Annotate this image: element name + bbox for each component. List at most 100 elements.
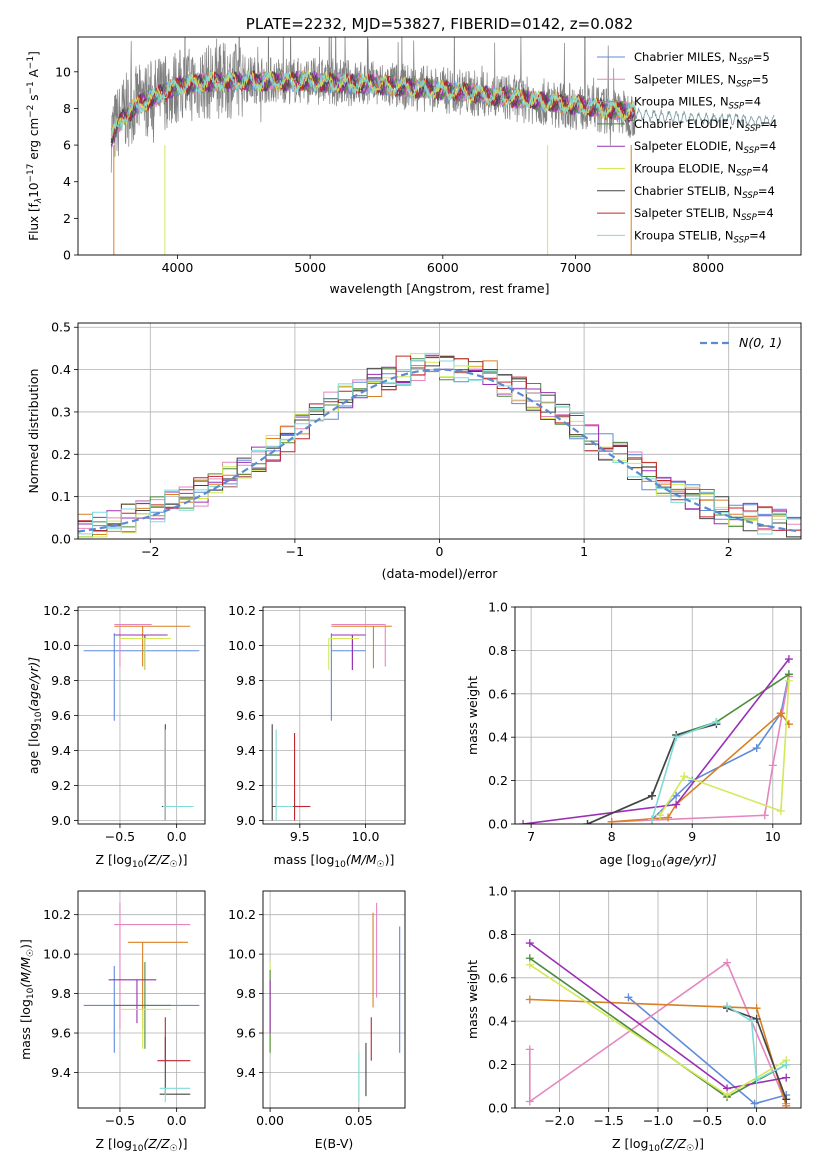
x-tick-label: 6000 xyxy=(427,260,459,275)
weight-marker xyxy=(784,655,793,664)
weight-marker xyxy=(525,995,534,1004)
x-tick-label: −2 xyxy=(141,544,159,559)
y-tick-label: 10.2 xyxy=(43,603,71,618)
label-part: N(0, 1) xyxy=(739,335,782,350)
y-axis-label: mass weight xyxy=(465,960,480,1039)
weight-marker xyxy=(519,820,528,824)
y-tick-label: 9.4 xyxy=(236,743,256,758)
label-part: Chabrier STELIB, N xyxy=(634,184,742,198)
x-tick-label: −0.5 xyxy=(105,829,135,844)
y-tick-label: 9.6 xyxy=(51,708,71,723)
mass_vs_EBV-plot-area xyxy=(263,891,405,1108)
x-tick-label: 0.0 xyxy=(167,829,187,844)
legend-entry: N(0, 1) xyxy=(739,335,782,350)
y-tick-label: 9.6 xyxy=(236,708,256,723)
label-part: 10 xyxy=(27,183,41,198)
label-part: =5 xyxy=(753,50,770,64)
y-tick-label: 0.3 xyxy=(51,404,71,419)
legend-entry: Salpeter STELIB, NSSP=4 xyxy=(634,206,774,223)
weight-marker xyxy=(647,815,656,824)
label-part: 10 xyxy=(132,1144,144,1154)
legend-entry: Salpeter ELODIE, NSSP=4 xyxy=(634,139,776,156)
x-tick-label: 10.0 xyxy=(352,829,380,844)
y-axis-label: mass [log10(M/M☉)] xyxy=(18,939,36,1060)
weight-line xyxy=(659,680,790,816)
data-spectrum-red xyxy=(634,107,775,127)
label-part: (data-model)/error xyxy=(382,566,499,581)
x-axis-label: wavelength [Angstrom, rest frame] xyxy=(329,281,549,296)
legend-entry: Chabrier MILES, NSSP=5 xyxy=(634,50,770,67)
y-tick-label: 9.0 xyxy=(51,813,71,828)
label-part: (Z/Z xyxy=(143,1136,170,1151)
label-part: )] xyxy=(178,852,188,867)
age_vs_mass-frame xyxy=(262,606,406,825)
label-part: E(B-V) xyxy=(315,1136,354,1151)
weight-marker xyxy=(782,1073,791,1082)
y-tick-label: 4 xyxy=(63,174,71,189)
weight-marker xyxy=(525,960,534,969)
y-tick-label: 0.4 xyxy=(488,730,508,745)
label-part: Chabrier MILES, N xyxy=(634,50,737,64)
x-axis-label: (data-model)/error xyxy=(382,566,499,581)
x-tick-label: 0.0 xyxy=(167,1113,187,1128)
x-tick-label: 0.05 xyxy=(345,1113,373,1128)
y-tick-label: 0.0 xyxy=(488,1101,508,1116)
label-part: =5 xyxy=(752,72,769,86)
legend-entry: Chabrier ELODIE, NSSP=4 xyxy=(634,117,777,134)
x-axis-label: Z [log10(Z/Z☉)] xyxy=(96,852,188,870)
label-part: Kroupa MILES, N xyxy=(634,95,729,109)
weight-marker xyxy=(647,791,656,800)
y-tick-label: 0.1 xyxy=(51,489,71,504)
label-part: 10 xyxy=(651,860,663,870)
label-part: 10 xyxy=(648,1144,660,1154)
label-part: ☉ xyxy=(26,949,36,957)
label-part: s xyxy=(27,95,41,105)
residual-histogram xyxy=(78,353,801,538)
label-part: Z [log xyxy=(96,1136,132,1151)
model-spectrum-line xyxy=(110,68,636,136)
label-part: (Z/Z xyxy=(660,1136,687,1151)
residuals-plot-area xyxy=(78,323,801,539)
weight_vs_Z-plot-area xyxy=(515,891,801,1108)
weight-marker xyxy=(752,1075,761,1084)
y-tick-label: 10.2 xyxy=(43,907,71,922)
legend-entry: Chabrier STELIB, NSSP=4 xyxy=(634,184,775,201)
weight-marker xyxy=(712,718,721,727)
x-tick-label: 7 xyxy=(527,829,535,844)
label-part: mass weight xyxy=(465,960,480,1039)
label-part: (M/M xyxy=(18,957,33,988)
y-tick-label: 0.2 xyxy=(488,773,508,788)
label-part: )] xyxy=(178,1136,188,1151)
x-axis-label: mass [log10(M/M☉)] xyxy=(274,852,395,870)
model-spectrum-line xyxy=(110,70,636,144)
y-axis-label: Flux [fλ10−17 erg cm−2 s−1 A−1] xyxy=(26,51,44,241)
label-part: Salpeter MILES, N xyxy=(634,72,736,86)
label-part: SSP xyxy=(736,79,752,89)
x-tick-label: −0.5 xyxy=(692,1113,722,1128)
y-tick-label: 0 xyxy=(63,248,71,263)
y-tick-label: 1.0 xyxy=(488,884,508,899)
y-tick-label: 0.2 xyxy=(488,1057,508,1072)
mass_vs_EBV-panel: 0.00 0.05 9.4 9.6 9.8 10.0 10.2 E(B-V) xyxy=(228,890,406,1151)
weight-marker xyxy=(525,939,534,948)
label-part: ☉ xyxy=(686,1144,694,1154)
label-part: Flux [f xyxy=(27,202,41,240)
label-part: erg cm xyxy=(27,118,41,164)
weight-line xyxy=(529,961,787,1105)
label-part: mass weight xyxy=(465,676,480,755)
weight-marker xyxy=(664,813,673,822)
weight-marker xyxy=(760,811,769,820)
label-part: λ xyxy=(34,198,44,204)
spectrum-panel: 4000 5000 6000 7000 8000 0 2 4 6 8 10 PLATE=2232, M… xyxy=(26,15,802,296)
weight-line xyxy=(651,674,790,821)
weight-marker xyxy=(723,1090,732,1099)
weight-marker xyxy=(747,1017,756,1026)
label-part: Kroupa STELIB, N xyxy=(634,228,734,242)
label-part: =4 xyxy=(752,162,769,176)
x-tick-label: −1.5 xyxy=(594,1113,624,1128)
label-part: (M/M xyxy=(346,852,377,867)
y-axis-label: age [log10(age/yr)] xyxy=(26,657,44,774)
y-tick-label: 9.2 xyxy=(51,778,71,793)
weight-marker xyxy=(723,958,732,967)
x-tick-label: −1 xyxy=(286,544,304,559)
